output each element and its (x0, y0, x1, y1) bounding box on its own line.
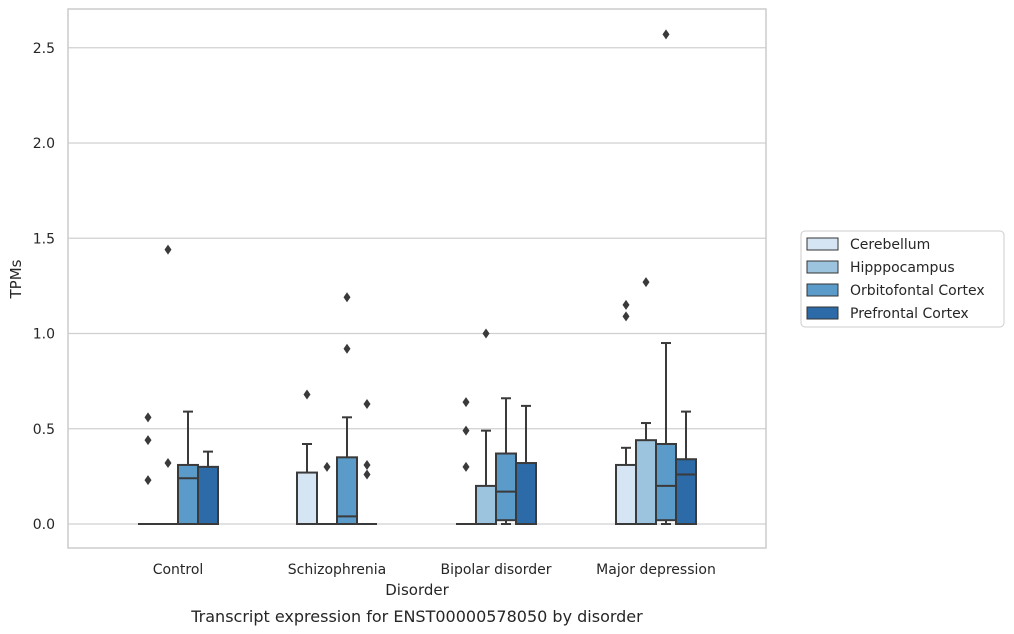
box-body (675, 458, 697, 526)
x-tick-label: Bipolar disorder (440, 562, 551, 578)
plot-marks (138, 29, 697, 526)
outlier-point (662, 29, 670, 40)
outlier-point (144, 435, 152, 446)
box-body (475, 484, 497, 525)
outlier-point (144, 475, 152, 486)
y-tick-label: 2.0 (33, 136, 55, 152)
legend-entry-label: Prefrontal Cortex (850, 306, 969, 322)
legend: Cerebellum Hipppocampus Orbitofontal Corte… (800, 230, 1005, 328)
y-tick-label: 1.5 (33, 231, 55, 247)
box-4-1 (197, 450, 219, 526)
y-tick-label: 0.0 (33, 517, 55, 533)
outlier-point (343, 292, 351, 303)
box-4-3 (515, 404, 537, 526)
box-1-2 (296, 389, 318, 526)
legend-entry-label: Hipppocampus (850, 260, 955, 276)
y-axis-ticks: 0.0 0.5 1.0 1.5 2.0 2.5 (33, 41, 55, 533)
box-4-2 (357, 398, 377, 525)
outlier-point (622, 299, 630, 310)
x-axis-label: Disorder (385, 581, 449, 599)
box-body (177, 463, 199, 526)
box-3-2 (336, 292, 358, 526)
outlier-point (482, 328, 490, 339)
box-body (336, 456, 358, 526)
x-tick-label: Control (153, 562, 204, 578)
plot-frame (67, 8, 767, 549)
x-axis-ticks: Control Schizophrenia Bipolar disorder Majo… (153, 562, 716, 578)
box-body (197, 465, 219, 526)
legend-entry-label: Orbitofontal Cortex (850, 283, 985, 299)
outlier-point (462, 461, 470, 472)
box-4-4 (675, 410, 697, 526)
legend-swatch (806, 260, 839, 274)
x-tick-label: Major depression (596, 562, 716, 578)
outlier-point (323, 461, 331, 472)
legend-swatch (806, 283, 839, 297)
box-body (296, 471, 318, 526)
outlier-point (363, 398, 371, 409)
box-2-1 (158, 244, 178, 525)
chart-caption: Transcript expression for ENST0000057805… (190, 607, 643, 626)
box-1-1 (138, 412, 158, 525)
outlier-point (363, 469, 371, 480)
box-body (615, 463, 637, 526)
outlier-point (144, 412, 152, 423)
box-3-1 (177, 410, 199, 526)
y-tick-label: 0.5 (33, 422, 55, 438)
y-tick-label: 2.5 (33, 41, 55, 57)
box-3-4 (655, 29, 677, 525)
outlier-point (164, 458, 172, 469)
box-body (655, 442, 677, 522)
box-1-3 (456, 397, 476, 525)
outlier-point (303, 389, 311, 400)
outlier-point (462, 425, 470, 436)
outlier-point (462, 397, 470, 408)
box-body (515, 462, 537, 526)
box-3-3 (495, 397, 517, 525)
y-axis-label: TPMs (7, 259, 25, 299)
outlier-point (164, 244, 172, 255)
x-tick-label: Schizophrenia (288, 562, 386, 578)
outlier-point (642, 277, 650, 288)
legend-swatch (806, 237, 839, 251)
box-body (495, 452, 517, 522)
legend-entry-label: Cerebellum (850, 237, 930, 253)
box-body (635, 439, 657, 525)
legend-swatch (806, 306, 839, 320)
box-2-4 (635, 277, 657, 525)
outlier-point (363, 459, 371, 470)
box-2-3 (475, 328, 497, 525)
y-tick-label: 1.0 (33, 327, 55, 343)
outlier-point (622, 311, 630, 322)
legend-frame (800, 230, 1005, 328)
outlier-point (343, 343, 351, 354)
box-2-2 (317, 461, 337, 525)
